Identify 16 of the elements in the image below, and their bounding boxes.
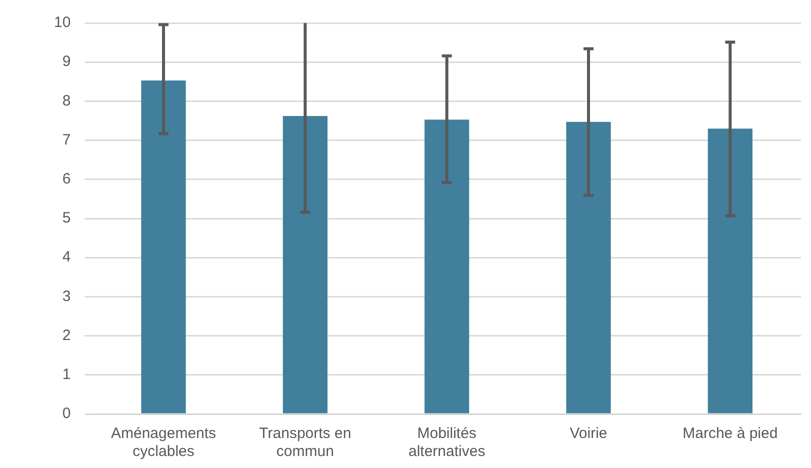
y-tick-label: 1 [62,366,71,384]
x-tick-label: Marche à pied [682,425,778,442]
y-tick-label: 6 [62,170,71,188]
y-tick-label: 4 [62,248,71,266]
y-tick-label: 0 [62,405,71,422]
x-tick-label: Transports en commun [259,425,352,460]
y-tick-label: 3 [62,288,71,305]
y-tick-label: 9 [62,53,71,70]
x-tick-label: Aménagements cyclables [110,425,216,460]
x-tick-label: Voirie [570,425,608,442]
x-tick-label: Mobilités alternatives [408,425,486,460]
y-tick-label: 7 [62,131,71,148]
y-tick-label: 5 [62,210,71,227]
y-tick-label: 2 [62,326,71,344]
y-tick-label: 8 [62,92,71,110]
y-tick-label: 10 [54,14,71,32]
